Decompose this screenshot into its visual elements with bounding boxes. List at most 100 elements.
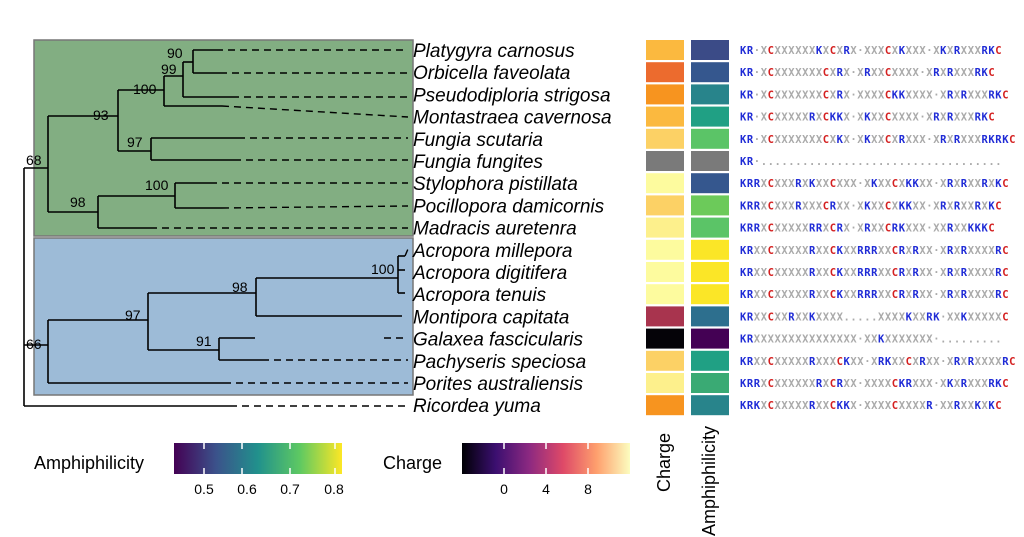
sequence-char: . xyxy=(830,156,836,168)
bootstrap-label: 97 xyxy=(125,307,141,323)
sequence-char: K xyxy=(975,223,982,235)
sequence-char: X xyxy=(988,311,995,323)
sequence-char: X xyxy=(802,334,809,346)
sequence-char: X xyxy=(878,134,885,146)
sequence-char: X xyxy=(802,67,809,79)
sequence-char: X xyxy=(781,289,788,301)
sequence-char: R xyxy=(933,67,940,79)
sequence-char: X xyxy=(913,45,920,57)
sequence-char: . xyxy=(954,156,960,168)
sequence-char: X xyxy=(795,289,802,301)
sequence-char: X xyxy=(781,200,788,212)
sequence-char: R xyxy=(864,289,871,301)
sequence-char: . xyxy=(919,156,925,168)
sequence-char: C xyxy=(988,112,994,124)
sequence-char: X xyxy=(761,178,768,190)
sequence-char: X xyxy=(795,67,802,79)
sequence-char: R xyxy=(747,89,754,101)
sequence-char: R xyxy=(940,200,947,212)
sequence-char: X xyxy=(878,311,885,323)
sequence-char: K xyxy=(830,112,837,124)
sequence-char: . xyxy=(968,156,974,168)
sequence-char: X xyxy=(885,334,892,346)
sequence-char: X xyxy=(830,67,837,79)
sequence-char: X xyxy=(878,112,885,124)
sequence-char: X xyxy=(968,289,975,301)
sequence-char: X xyxy=(982,245,989,257)
sequence-char: · xyxy=(754,89,760,101)
sequence-char: X xyxy=(878,89,885,101)
sequence-char: X xyxy=(775,245,782,257)
sequence-char: . xyxy=(864,311,870,323)
sequence-char: · xyxy=(933,289,939,301)
sequence-char: C xyxy=(768,112,774,124)
sequence-char: X xyxy=(968,400,975,412)
sequence-char: X xyxy=(982,289,989,301)
sequence-char: X xyxy=(795,267,802,279)
taxon-label: Madracis auretenra xyxy=(413,219,577,240)
sequence-char: · xyxy=(940,311,946,323)
sequence-char: K xyxy=(982,223,989,235)
amphiphilicity-tile xyxy=(691,173,729,194)
sequence-row: KRXXCXXRXXKXXXX.....XXXXKXXRK·XXKXXXXXC xyxy=(740,311,1009,323)
sequence-char: K xyxy=(906,311,913,323)
sequence-char: K xyxy=(740,245,747,257)
sequence-char: X xyxy=(761,245,768,257)
sequence-char: K xyxy=(837,267,844,279)
sequence-char: R xyxy=(844,45,851,57)
sequence-char: X xyxy=(857,223,864,235)
sequence-char: X xyxy=(871,112,878,124)
sequence-char: X xyxy=(995,356,1002,368)
sequence-char: R xyxy=(961,178,968,190)
sequence-char: R xyxy=(864,267,871,279)
taxon-label: Galaxea fascicularis xyxy=(413,330,584,351)
sequence-char: X xyxy=(975,45,982,57)
sequence-char: R xyxy=(913,289,920,301)
sequence-char: X xyxy=(954,378,961,390)
sequence-char: . xyxy=(809,156,815,168)
sequence-char: X xyxy=(830,134,837,146)
sequence-char: X xyxy=(913,356,920,368)
sequence-char: C xyxy=(1009,134,1015,146)
sequence-char: K xyxy=(837,134,844,146)
sequence-char: K xyxy=(740,223,747,235)
sequence-row: KR·XCXXXXXXXCXKX·XKXXCXRXXX·XRXRXXXRKRKC xyxy=(740,134,1015,146)
sequence-char: C xyxy=(768,134,774,146)
sequence-char: . xyxy=(871,156,877,168)
sequence-char: C xyxy=(830,400,836,412)
sequence-char: X xyxy=(954,178,961,190)
sequence-char: X xyxy=(788,245,795,257)
sequence-char: X xyxy=(850,356,857,368)
sequence-char: X xyxy=(816,289,823,301)
sequence-char: X xyxy=(899,178,906,190)
sequence-char: R xyxy=(947,267,954,279)
sequence-char: X xyxy=(844,334,851,346)
sequence-char: X xyxy=(781,400,788,412)
sequence-char: X xyxy=(850,267,857,279)
sequence-char: · xyxy=(850,67,856,79)
taxon-label: Montipora capitata xyxy=(413,307,569,328)
sequence-char: X xyxy=(919,400,926,412)
sequence-char: · xyxy=(926,134,932,146)
sequence-char: X xyxy=(926,89,933,101)
sequence-char: . xyxy=(899,156,905,168)
sequence-char: R xyxy=(947,67,954,79)
sequence-char: X xyxy=(892,334,899,346)
sequence-char: X xyxy=(947,134,954,146)
sequence-char: X xyxy=(795,89,802,101)
sequence-char: X xyxy=(823,178,830,190)
sequence-char: X xyxy=(781,112,788,124)
sequence-char: C xyxy=(823,200,829,212)
sequence-char: R xyxy=(947,223,954,235)
sequence-char: X xyxy=(919,267,926,279)
sequence-char: X xyxy=(968,200,975,212)
sequence-char: X xyxy=(926,267,933,279)
sequence-char: X xyxy=(975,134,982,146)
sequence-char: K xyxy=(899,223,906,235)
sequence-row: KRRXCXXXRXXXCRXX·XKXXCXKKXX·XRXRXXRXKC xyxy=(740,200,1002,212)
sequence-char: X xyxy=(913,89,920,101)
sequence-char: X xyxy=(947,45,954,57)
sequence-char: R xyxy=(747,67,754,79)
sequence-char: X xyxy=(754,245,761,257)
sequence-char: X xyxy=(982,356,989,368)
